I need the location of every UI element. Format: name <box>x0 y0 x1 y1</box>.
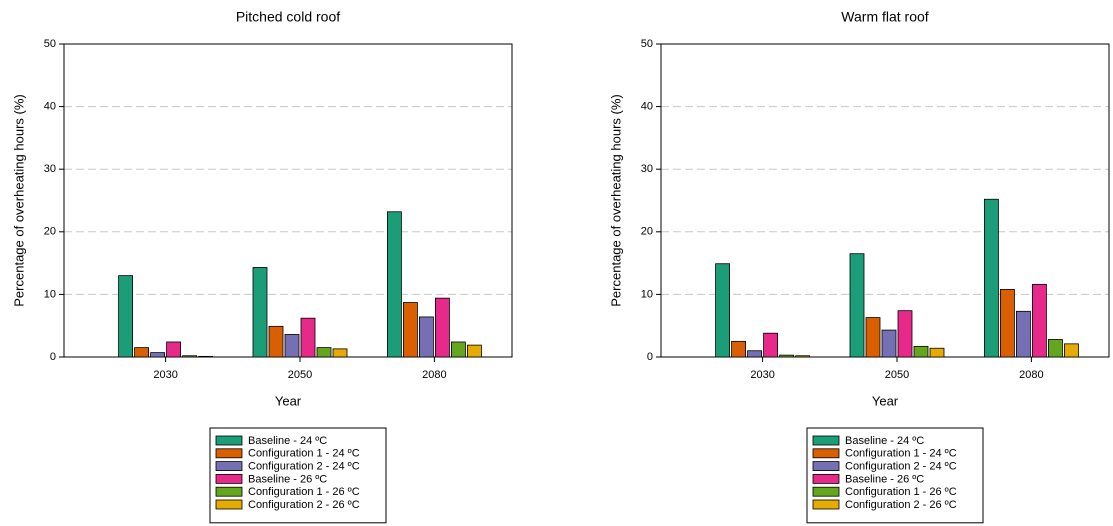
y-tick-label: 30 <box>44 163 56 175</box>
y-tick-label: 40 <box>641 101 653 113</box>
x-tick-label: 2030 <box>750 369 774 381</box>
bar <box>466 344 482 358</box>
bar <box>779 354 795 358</box>
legend-label: Configuration 2 - 26 ºC <box>845 499 957 511</box>
bar <box>434 297 450 358</box>
legend-swatch <box>812 461 840 472</box>
legend-label: Configuration 1 - 26 ºC <box>845 486 957 498</box>
bar <box>150 352 166 358</box>
y-tick-label: 40 <box>44 101 56 113</box>
legend-label: Configuration 2 - 24 ºC <box>248 461 360 473</box>
y-tick-label: 0 <box>647 351 653 363</box>
bar <box>402 302 418 358</box>
legend-swatch <box>215 473 243 484</box>
bar <box>332 348 348 358</box>
bar <box>865 317 881 358</box>
legend-label: Configuration 1 - 24 ºC <box>248 448 360 460</box>
legend-swatch <box>215 448 243 459</box>
bar <box>983 198 999 358</box>
chart-title: Pitched cold roof <box>236 9 340 25</box>
legend-swatch <box>812 499 840 510</box>
bar <box>268 325 284 358</box>
y-tick-label: 10 <box>641 288 653 300</box>
legend-label: Baseline - 24 ºC <box>845 435 924 447</box>
legend-label: Baseline - 26 ºC <box>248 473 327 485</box>
legend-label: Configuration 1 - 24 ºC <box>845 448 957 460</box>
bar <box>198 355 214 358</box>
bar <box>999 288 1015 358</box>
legend-label: Baseline - 24 ºC <box>248 435 327 447</box>
legend-label: Configuration 2 - 26 ºC <box>248 499 360 511</box>
legend-swatch <box>215 499 243 510</box>
y-axis-label: Percentage of overheating hours (%) <box>11 94 26 306</box>
bar <box>849 253 865 358</box>
legend-swatch <box>215 435 243 446</box>
legend-label: Configuration 1 - 26 ºC <box>248 486 360 498</box>
x-tick-label: 2080 <box>422 369 446 381</box>
bar <box>913 345 929 358</box>
chart-title: Warm flat roof <box>841 9 928 25</box>
bar <box>166 341 182 358</box>
legend-swatch <box>215 461 243 472</box>
y-axis-label: Percentage of overheating hours (%) <box>608 94 623 306</box>
bar <box>1015 310 1031 358</box>
legend-label: Baseline - 26 ºC <box>845 473 924 485</box>
bar <box>763 332 779 358</box>
legend-swatch <box>812 486 840 497</box>
bar <box>182 355 198 358</box>
bar <box>881 329 897 358</box>
y-tick-label: 50 <box>44 38 56 50</box>
y-tick-label: 20 <box>641 226 653 238</box>
x-tick-label: 2030 <box>153 369 177 381</box>
x-axis-label: Year <box>275 393 302 408</box>
x-tick-label: 2050 <box>288 369 312 381</box>
legend-label: Configuration 2 - 24 ºC <box>845 461 957 473</box>
bar <box>316 347 332 358</box>
legend-swatch <box>812 448 840 459</box>
bar <box>1047 339 1063 358</box>
x-axis-label: Year <box>872 393 899 408</box>
legend-swatch <box>812 435 840 446</box>
legend-swatch <box>812 473 840 484</box>
bar <box>731 340 747 358</box>
bar <box>747 350 763 358</box>
y-tick-label: 0 <box>50 351 56 363</box>
x-tick-label: 2080 <box>1019 369 1043 381</box>
legend-swatch <box>215 486 243 497</box>
bar <box>929 347 945 358</box>
bar <box>450 341 466 358</box>
bar <box>897 310 913 358</box>
bar <box>134 347 150 358</box>
bar <box>118 275 133 358</box>
bar <box>715 263 730 358</box>
bar <box>795 355 811 358</box>
y-tick-label: 30 <box>641 163 653 175</box>
bar <box>300 317 316 358</box>
bar <box>418 316 434 358</box>
bar <box>386 211 402 358</box>
y-tick-label: 50 <box>641 38 653 50</box>
y-tick-label: 10 <box>44 288 56 300</box>
x-tick-label: 2050 <box>885 369 909 381</box>
y-tick-label: 20 <box>44 226 56 238</box>
bar <box>252 267 268 358</box>
bar <box>284 334 300 358</box>
bar <box>1031 283 1047 358</box>
bar <box>1063 343 1079 358</box>
